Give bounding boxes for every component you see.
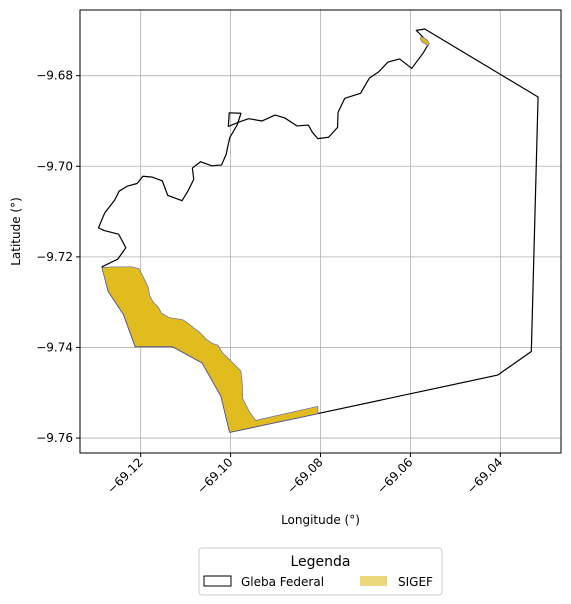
y-tick-label-3: −9.74: [36, 340, 73, 354]
y-tick-label-1: −9.70: [36, 159, 73, 173]
y-axis-label: Latitude (°): [9, 197, 23, 266]
plot-area: [97, 28, 539, 433]
legend-swatch-sigef: [360, 576, 387, 586]
sigef-parcel-0: [101, 266, 319, 433]
legend-label-sigef: SIGEF: [398, 575, 433, 589]
sigef-parcel-1: [419, 35, 430, 47]
legend-swatch-gleba-federal: [203, 575, 232, 587]
y-tick-label-2: −9.72: [36, 250, 73, 264]
y-tick-label-0: −9.68: [36, 69, 73, 83]
legend-title: Legenda: [290, 554, 350, 570]
legend-label-gleba-federal: Gleba Federal: [241, 575, 324, 589]
y-tick-label-4: −9.76: [36, 431, 73, 445]
grid: [80, 10, 561, 453]
x-axis-label: Longitude (°): [281, 513, 360, 527]
legend: Legenda Gleba Federal SIGEF: [198, 547, 443, 596]
